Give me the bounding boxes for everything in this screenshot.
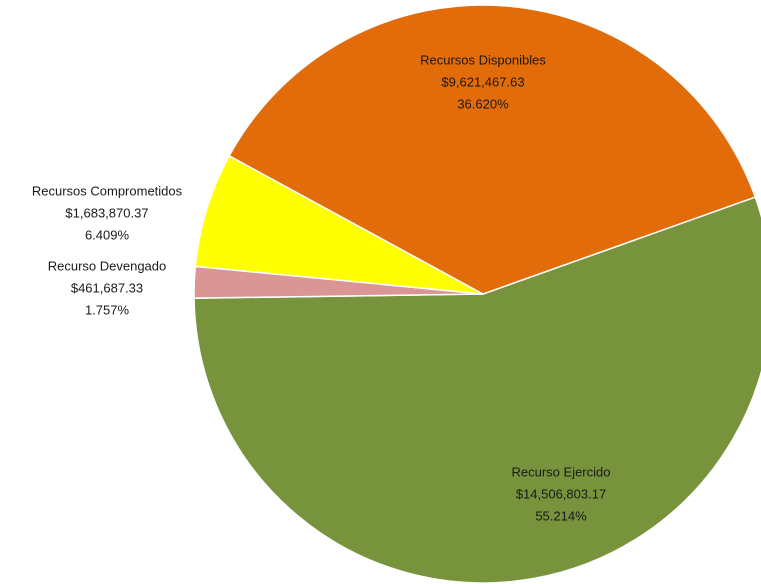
pie-slice (193, 196, 761, 584)
slice-label: Recurso Ejercido (512, 464, 611, 479)
pie-slice (194, 154, 484, 295)
value-label: $461,687.33 (71, 280, 143, 295)
percent-label: 55.214% (535, 508, 587, 523)
percent-label: 36.620% (457, 96, 509, 111)
pie-slice (228, 4, 757, 295)
percent-label: 1.757% (85, 302, 130, 317)
percent-label: 6.409% (85, 227, 130, 242)
slice-label: Recursos Disponibles (420, 52, 546, 67)
slice-label: Recursos Comprometidos (32, 183, 183, 198)
slice-label: Recurso Devengado (48, 258, 167, 273)
value-label: $9,621,467.63 (441, 74, 524, 89)
value-label: $14,506,803.17 (516, 486, 606, 501)
value-label: $1,683,870.37 (65, 205, 148, 220)
